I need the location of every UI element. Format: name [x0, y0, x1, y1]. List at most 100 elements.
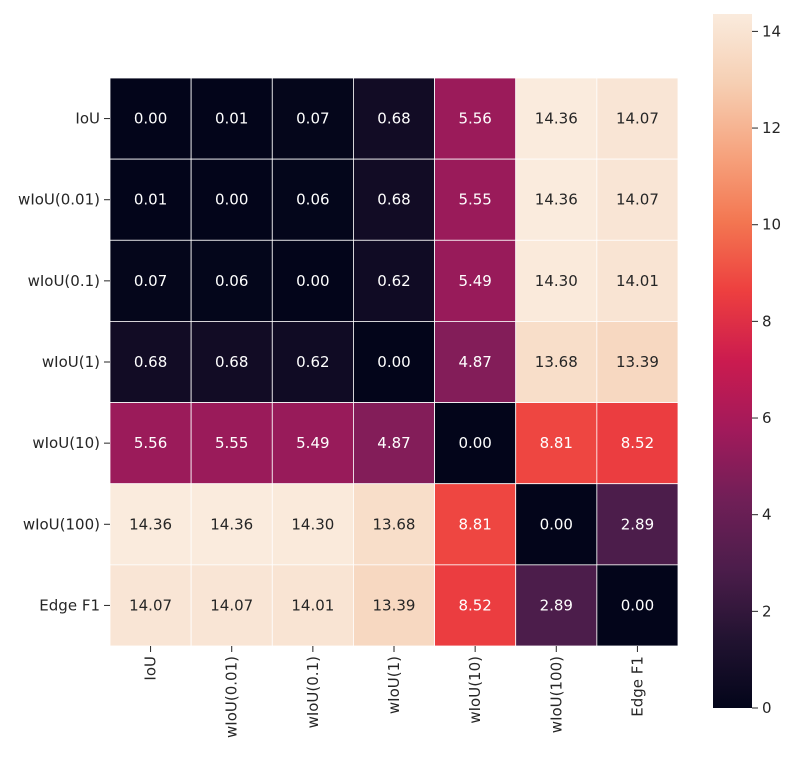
heatmap-cell: [271, 402, 354, 485]
cell-value-label: 0.00: [215, 191, 248, 209]
cell-value-label: 14.36: [535, 191, 578, 209]
y-tick-label: Edge F1: [39, 596, 100, 614]
heatmap-cell: [353, 564, 435, 647]
heatmap-cell: [353, 483, 435, 566]
cell-value-label: 14.36: [129, 515, 172, 533]
cell-value-label: 0.01: [215, 110, 248, 128]
colorbar-tick-label: 10: [762, 216, 781, 234]
heatmap-cell: [353, 321, 435, 403]
cell-value-label: 5.56: [134, 434, 167, 452]
cell-value-label: 0.00: [540, 515, 573, 533]
cell-value-label: 5.49: [296, 434, 329, 452]
cell-value-label: 14.01: [616, 272, 659, 290]
heatmap-cell: [515, 77, 598, 160]
heatmap-cell: [353, 77, 435, 160]
y-axis-ticks: IoU wIoU(0.01) wIoU(0.1) wIoU(1) wIoU(10) wIo…: [18, 110, 110, 614]
heatmap-cell: [190, 77, 273, 160]
colorbar-tick-label: 4: [762, 506, 772, 524]
x-tick-label: wIoU(0.1): [304, 656, 322, 728]
cell-value-label: 0.06: [215, 272, 248, 290]
heatmap-cell: [271, 564, 354, 647]
colorbar-tick-label: 0: [762, 699, 772, 717]
cell-value-label: 14.30: [535, 272, 578, 290]
colorbar-tick-label: 8: [762, 312, 772, 330]
y-tick-label: wIoU(10): [32, 434, 100, 452]
heatmap-cell: [434, 239, 517, 322]
y-tick-label: wIoU(100): [23, 515, 100, 533]
cell-value-label: 14.07: [616, 191, 659, 209]
cell-value-label: 2.89: [621, 515, 654, 533]
cell-value-label: 14.01: [291, 596, 334, 614]
cell-value-label: 8.52: [458, 596, 491, 614]
cell-value-label: 0.62: [296, 353, 329, 371]
cell-value-label: 5.55: [458, 191, 491, 209]
cell-value-label: 0.00: [458, 434, 491, 452]
heatmap-cell: [596, 321, 679, 403]
heatmap-cell: [596, 158, 679, 241]
heatmap-cell: [515, 158, 598, 241]
heatmap-cells: 0.00 0.01 0.07 0.68 5.56 14.36 14.07 0.01 0.00 0.…: [109, 77, 679, 647]
heatmap-cell: [271, 483, 354, 566]
cell-value-label: 5.55: [215, 434, 248, 452]
y-tick-label: wIoU(0.01): [18, 191, 100, 209]
heatmap-cell: [596, 483, 679, 566]
cell-value-label: 8.81: [458, 515, 491, 533]
heatmap-cell: [190, 321, 273, 403]
cell-value-label: 0.07: [296, 110, 329, 128]
x-tick-label: wIoU(10): [466, 656, 484, 724]
heatmap-cell: [596, 239, 679, 322]
colorbar-tick-label: 14: [762, 22, 781, 40]
cell-value-label: 0.68: [215, 353, 248, 371]
heatmap-cell: [109, 239, 192, 322]
colorbar-gradient: [713, 14, 752, 708]
cell-value-label: 13.68: [535, 353, 578, 371]
cell-value-label: 13.39: [616, 353, 659, 371]
heatmap-cell: [190, 483, 273, 566]
heatmap-cell: [271, 77, 354, 160]
colorbar-tick-label: 12: [762, 119, 781, 137]
cell-value-label: 0.06: [296, 191, 329, 209]
cell-value-label: 8.81: [540, 434, 573, 452]
cell-value-label: 4.87: [377, 434, 410, 452]
cell-value-label: 0.01: [134, 191, 167, 209]
colorbar-tick-label: 2: [762, 602, 772, 620]
heatmap-cell: [596, 402, 679, 485]
cell-value-label: 0.00: [377, 353, 410, 371]
cell-value-label: 0.00: [296, 272, 329, 290]
heatmap-cell: [109, 564, 192, 647]
cell-value-label: 0.62: [377, 272, 410, 290]
cell-value-label: 5.56: [458, 110, 491, 128]
cell-value-label: 0.68: [134, 353, 167, 371]
cell-value-label: 5.49: [458, 272, 491, 290]
x-tick-label: IoU: [142, 656, 160, 681]
y-tick-label: IoU: [75, 110, 100, 128]
heatmap-cell: [596, 564, 679, 647]
cell-value-label: 0.00: [134, 110, 167, 128]
heatmap-cell: [434, 483, 517, 566]
cell-value-label: 14.07: [616, 110, 659, 128]
heatmap-cell: [515, 321, 598, 403]
x-tick-label: wIoU(100): [547, 656, 565, 733]
cell-value-label: 4.87: [458, 353, 491, 371]
cell-value-label: 14.07: [129, 596, 172, 614]
x-tick-label: Edge F1: [628, 656, 646, 717]
x-tick-label: wIoU(1): [385, 656, 403, 714]
heatmap-cell: [109, 158, 192, 241]
cell-value-label: 14.30: [291, 515, 334, 533]
heatmap-cell: [271, 158, 354, 241]
cell-value-label: 0.68: [377, 191, 410, 209]
cell-value-label: 0.07: [134, 272, 167, 290]
y-tick-label: wIoU(1): [42, 353, 100, 371]
cell-value-label: 13.68: [373, 515, 416, 533]
cell-value-label: 13.39: [373, 596, 416, 614]
colorbar: 0 2 4 6 8 10 12 14: [713, 14, 781, 717]
colorbar-tick-label: 6: [762, 409, 772, 427]
cell-value-label: 8.52: [621, 434, 654, 452]
heatmap-cell: [190, 239, 273, 322]
cell-value-label: 0.68: [377, 110, 410, 128]
x-tick-label: wIoU(0.01): [223, 656, 241, 738]
heatmap-cell: [515, 564, 598, 647]
heatmap-cell: [271, 239, 354, 322]
